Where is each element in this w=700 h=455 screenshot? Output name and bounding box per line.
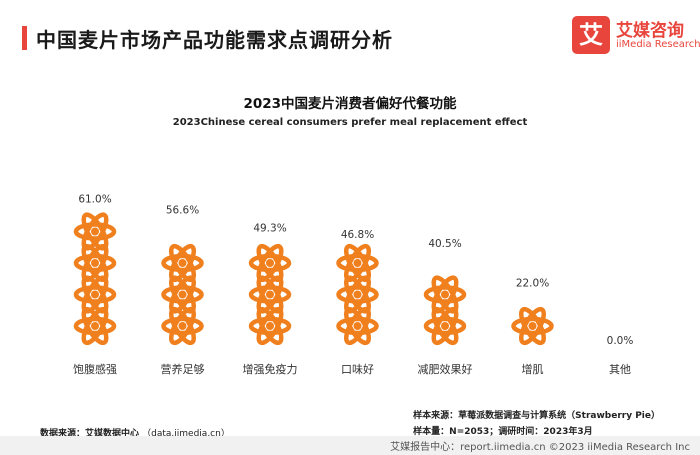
atom-icon <box>76 306 114 346</box>
value-label: 61.0% <box>78 194 111 206</box>
atom-icon <box>426 306 464 346</box>
value-label: 46.8% <box>341 229 374 241</box>
logo-chinese-name: 艾媒咨询 <box>616 21 684 41</box>
category-label: 口味好 <box>341 362 374 376</box>
value-label: 22.0% <box>516 278 549 290</box>
atom-icon <box>164 306 202 346</box>
category-label: 饱腹感强 <box>73 362 117 376</box>
iimedia-logo: 艾 艾媒咨询 iiMedia Research <box>572 14 700 58</box>
value-label: 40.5% <box>428 238 461 250</box>
sample-info: 样本来源：草莓派数据调查与计算系统（Strawberry Pie） 样本量：N=… <box>413 408 660 440</box>
atom-icon <box>251 306 289 346</box>
atom-icon <box>76 243 114 283</box>
report-center-text: 艾媒报告中心：report.iimedia.cn ©2023 iiMedia R… <box>390 442 690 453</box>
sample-source: 样本来源：草莓派数据调查与计算系统（Strawberry Pie） <box>413 411 660 421</box>
data-source: 数据来源：艾媒数据中心 （data.iimedia.cn） <box>40 426 230 439</box>
category-label: 增肌 <box>522 362 544 376</box>
category-label: 增强免疫力 <box>243 362 298 376</box>
atom-icon <box>251 243 289 283</box>
data-source-url: （data.iimedia.cn） <box>142 429 230 439</box>
data-source-label: 数据来源：艾媒数据中心 <box>40 429 140 439</box>
value-label: 49.3% <box>253 223 286 235</box>
sample-size: 样本量：N=2053；调研时间：2023年3月 <box>413 427 593 437</box>
logo-mark-icon: 艾 <box>572 16 610 54</box>
atom-icon <box>76 275 114 315</box>
category-label: 减肥效果好 <box>418 362 473 376</box>
atom-icon <box>426 275 464 315</box>
atom-icon <box>164 275 202 315</box>
logo-english-name: iiMedia Research <box>616 39 700 50</box>
chart-subtitle: 2023Chinese cereal consumers prefer meal… <box>172 117 528 128</box>
atom-icon <box>76 212 114 252</box>
chart-title: 2023中国麦片消费者偏好代餐功能 <box>243 96 457 112</box>
atom-icon <box>514 306 552 346</box>
category-label: 其他 <box>609 363 631 376</box>
atom-icon <box>251 275 289 315</box>
page-title: 中国麦片市场产品功能需求点调研分析 <box>36 28 393 52</box>
value-label: 0.0% <box>607 335 634 347</box>
atom-icon <box>339 275 377 315</box>
bottom-bar: 艾媒报告中心：report.iimedia.cn ©2023 iiMedia R… <box>0 436 700 455</box>
category-label: 营养足够 <box>161 362 205 376</box>
value-label: 56.6% <box>166 204 199 216</box>
atom-icon <box>164 243 202 283</box>
atom-icon <box>339 243 377 283</box>
atom-icon-partial <box>164 212 202 252</box>
title-accent-bar <box>22 26 27 50</box>
atom-icon <box>339 306 377 346</box>
